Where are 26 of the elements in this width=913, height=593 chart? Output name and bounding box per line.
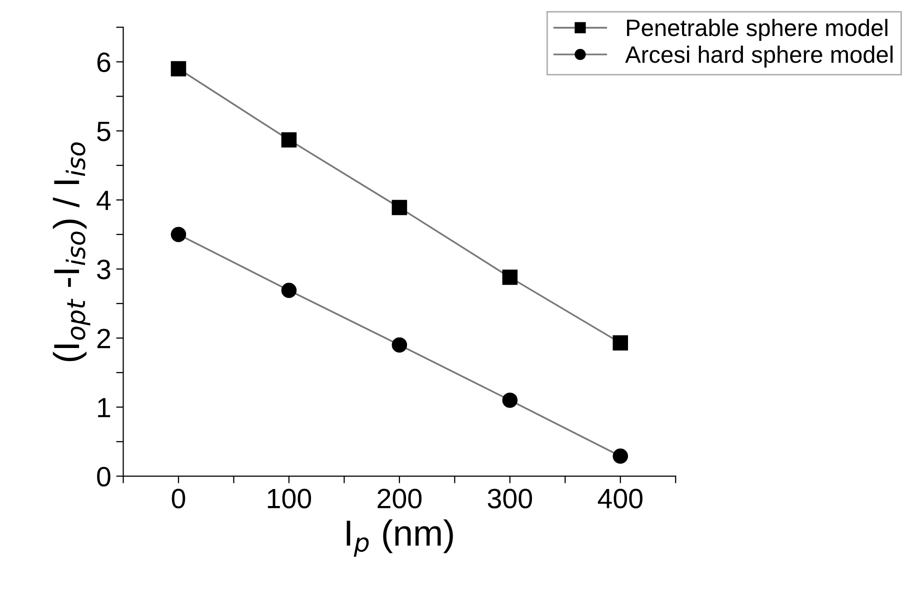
y-tick-label: 4: [96, 190, 111, 210]
y-tick-label: 6: [97, 52, 110, 72]
point: [502, 392, 518, 408]
y-tick-label: 1: [98, 398, 110, 418]
legend-label: Arcesi hard sphere model: [625, 46, 893, 68]
x-tick-label: 100: [268, 488, 312, 508]
y-axis-title: (I$_{opt}$ -I$_{iso}$) / I$_{iso}$: [52, 142, 90, 362]
point: [502, 270, 518, 285]
point: [170, 61, 186, 76]
x-tick-label: 200: [378, 488, 422, 508]
legend-label: Penetrable sphere model: [627, 18, 888, 41]
y-tick-label: 5: [97, 122, 110, 142]
y-tick-label: 0: [97, 466, 110, 487]
y-tick-label: 3: [97, 260, 110, 280]
point: [612, 448, 628, 464]
point: [281, 282, 297, 298]
point: [281, 132, 297, 148]
x-tick-label: 400: [598, 488, 642, 508]
y-tick-label: 2: [97, 328, 110, 348]
x-axis-title: I$_{p}$ (nm): [346, 519, 453, 557]
x-tick-label: 0: [172, 488, 186, 508]
point: [612, 335, 628, 351]
point: [170, 226, 186, 242]
point: [392, 200, 408, 216]
point: [392, 337, 408, 353]
x-tick-label: 300: [488, 488, 532, 508]
